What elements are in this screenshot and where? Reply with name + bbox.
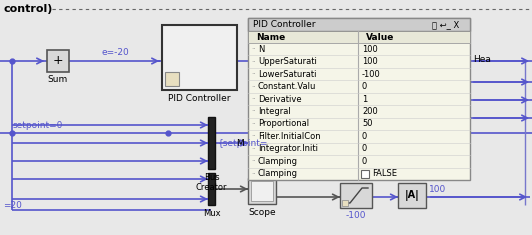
Text: ··: ·· [251, 59, 255, 65]
Text: ··: ·· [251, 133, 255, 139]
Bar [47, 50, 69, 72]
Text: Value: Value [366, 32, 394, 42]
Bar [342, 200, 348, 206]
Bar [165, 72, 179, 86]
Bar [248, 31, 470, 43]
Text: ··: ·· [251, 121, 255, 127]
Text: ⤓ ↩_ X: ⤓ ↩_ X [432, 20, 459, 29]
Text: Hea: Hea [473, 55, 491, 64]
Text: Proportional: Proportional [258, 119, 309, 129]
Text: 100: 100 [362, 57, 378, 66]
Text: ··: ·· [251, 146, 255, 152]
Text: -100: -100 [346, 211, 366, 220]
Text: ··: ·· [251, 96, 255, 102]
Text: 0: 0 [362, 144, 367, 153]
Text: |A|: |A| [405, 190, 419, 201]
Text: Clamping: Clamping [258, 169, 298, 178]
Text: 50: 50 [362, 119, 372, 129]
Text: =20: =20 [3, 200, 22, 209]
Text: ··: ·· [251, 84, 255, 90]
Text: setpoint=0: setpoint=0 [13, 121, 63, 130]
Text: Name: Name [256, 32, 285, 42]
Text: LowerSaturati: LowerSaturati [258, 70, 317, 79]
Text: Integrator.Initi: Integrator.Initi [258, 144, 318, 153]
Text: UpperSaturati: UpperSaturati [258, 57, 317, 66]
Bar [162, 25, 237, 90]
Text: Mux: Mux [203, 209, 220, 218]
Bar [398, 183, 426, 208]
Text: 0: 0 [362, 157, 367, 166]
Text: PID Controller: PID Controller [253, 20, 315, 29]
Text: Sum: Sum [48, 75, 68, 84]
Text: Derivative: Derivative [258, 94, 302, 104]
Text: Integral: Integral [258, 107, 291, 116]
Text: N: N [258, 45, 264, 54]
Bar [248, 18, 470, 31]
Text: Constant.Valu: Constant.Valu [258, 82, 317, 91]
Text: PID Controller: PID Controller [168, 94, 231, 103]
Bar [248, 178, 276, 204]
Bar [208, 173, 215, 205]
Bar [248, 18, 470, 180]
Text: ··: ·· [251, 171, 255, 177]
Text: Clamping: Clamping [258, 157, 298, 166]
Text: 100: 100 [429, 185, 446, 194]
Text: Scope: Scope [248, 208, 276, 217]
Text: ··: ·· [251, 46, 255, 52]
Bar [251, 181, 273, 201]
Text: ··: ·· [251, 158, 255, 164]
Text: 200: 200 [362, 107, 378, 116]
Text: ··: ·· [251, 109, 255, 114]
Text: 0: 0 [362, 82, 367, 91]
Text: FALSE: FALSE [372, 169, 397, 178]
Text: {setpoint=: {setpoint= [218, 138, 268, 148]
Text: e=-20: e=-20 [101, 48, 129, 57]
Text: Filter.InitialCon: Filter.InitialCon [258, 132, 321, 141]
Text: 1: 1 [362, 94, 367, 104]
Text: ··: ·· [251, 71, 255, 77]
Bar [208, 117, 215, 169]
Bar [361, 170, 369, 178]
Bar [340, 183, 372, 208]
Text: -100: -100 [362, 70, 381, 79]
Text: +: + [53, 55, 63, 67]
Text: 100: 100 [362, 45, 378, 54]
Text: control): control) [3, 4, 52, 14]
Text: M: M [236, 138, 244, 148]
Text: 0: 0 [362, 132, 367, 141]
Text: Bus
Creator: Bus Creator [196, 173, 227, 192]
